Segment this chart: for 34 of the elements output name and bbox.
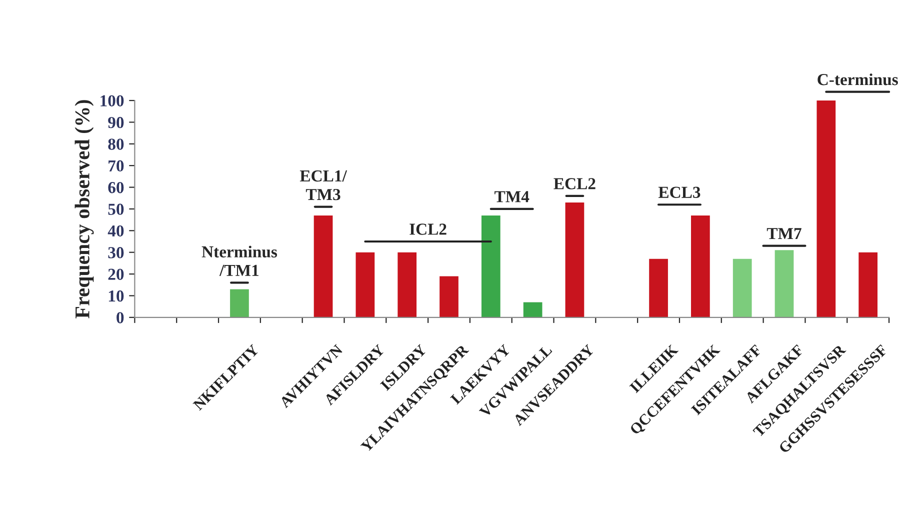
y-tick-label: 100	[100, 95, 124, 106]
annotation: ECL3	[658, 186, 700, 198]
bar	[816, 100, 836, 318]
y-tick-label: 10	[108, 290, 124, 302]
y-tick-label: 70	[108, 160, 124, 172]
bar	[774, 250, 794, 318]
bar	[314, 215, 333, 318]
annotation: ECL1/ TM3	[300, 170, 348, 200]
y-tick-label: 20	[108, 268, 124, 280]
y-tick-label: 30	[108, 247, 124, 258]
annotation: TM4	[494, 191, 530, 202]
y-tick-label: 0	[116, 312, 124, 324]
text: C-terminus	[818, 73, 898, 86]
y-axis-title: Frequency observed (%)	[74, 100, 94, 318]
annotation: Nterminus /TM1	[202, 246, 278, 276]
y-tick-label: 60	[108, 182, 124, 194]
annotation: ICL2	[410, 224, 446, 235]
y-tick-label: 90	[108, 116, 124, 128]
annotation: ECL2	[554, 178, 596, 190]
bar	[230, 289, 249, 318]
bar	[691, 215, 710, 318]
y-tick-label: 50	[108, 204, 124, 215]
bar	[523, 302, 542, 318]
bar	[649, 258, 668, 318]
bar	[440, 276, 458, 318]
annotation: TM7	[766, 228, 802, 240]
y-tick-label: 40	[108, 225, 124, 237]
y-tick-label: 80	[108, 138, 124, 150]
bar	[858, 252, 878, 318]
bar	[565, 202, 584, 318]
bar	[356, 252, 375, 318]
bar	[481, 215, 500, 318]
bar	[732, 258, 752, 318]
bar	[398, 252, 417, 318]
